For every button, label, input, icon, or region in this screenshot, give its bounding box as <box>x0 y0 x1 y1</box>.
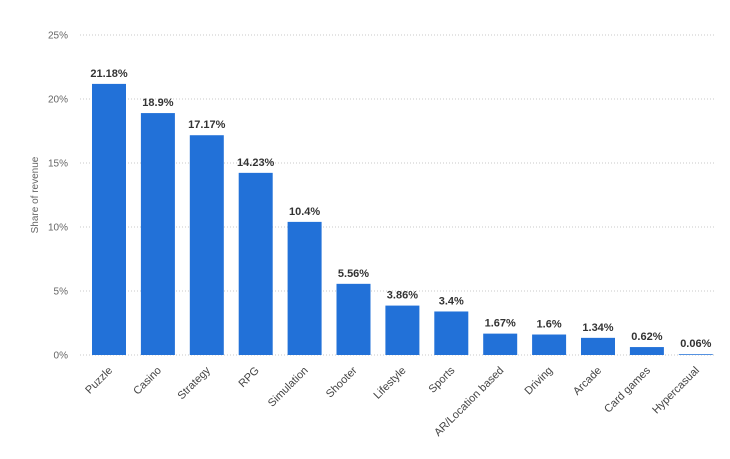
y-axis-tick-labels: 0% 5% 10% 15% 20% 25% <box>48 31 68 362</box>
bar-ar-location-based[interactable] <box>483 333 518 355</box>
bar-puzzle[interactable] <box>92 83 126 356</box>
data-label: 1.34% <box>582 322 613 334</box>
x-tick-label: Strategy <box>175 364 213 402</box>
x-tick-label: Arcade <box>571 365 604 398</box>
x-tick-label: Shooter <box>324 364 360 400</box>
data-label: 3.4% <box>439 295 464 307</box>
x-tick-label: Simulation <box>266 365 311 410</box>
gridlines <box>80 34 715 356</box>
x-tick-label: RPG <box>236 365 261 390</box>
bar-driving[interactable] <box>532 334 567 355</box>
data-label: 17.17% <box>188 119 226 131</box>
x-tick-label: Hypercasual <box>650 365 702 417</box>
bars <box>92 83 713 356</box>
y-tick-label: 20% <box>48 95 68 106</box>
y-tick-label: 0% <box>54 351 69 362</box>
y-tick-label: 10% <box>48 223 68 234</box>
data-label: 14.23% <box>237 157 275 169</box>
y-tick-label: 15% <box>48 159 68 170</box>
data-label: 21.18% <box>90 68 128 80</box>
bar-arcade[interactable] <box>581 337 615 355</box>
data-label: 1.6% <box>537 319 562 331</box>
bar-casino[interactable] <box>140 113 175 355</box>
x-tick-label: Sports <box>426 364 457 395</box>
x-tick-label: Card games <box>602 364 653 415</box>
data-label: 0.62% <box>631 331 662 343</box>
x-tick-label: Puzzle <box>83 365 115 397</box>
bar-strategy[interactable] <box>189 135 224 355</box>
data-label: 3.86% <box>387 290 418 302</box>
data-label: 1.67% <box>485 318 516 330</box>
data-label: 5.56% <box>338 268 369 280</box>
x-axis-tick-labels: Puzzle Casino Strategy RPG Simulation Shooter… <box>83 364 702 439</box>
x-tick-label: Casino <box>131 365 164 398</box>
x-tick-label: Driving <box>523 365 556 398</box>
y-tick-label: 25% <box>48 31 68 42</box>
bar-hypercasual[interactable] <box>678 354 713 355</box>
data-labels: 21.18% 18.9% 17.17% 14.23% 10.4% 5.56% 3.86% 3.… <box>90 68 711 350</box>
y-axis-label: Share of revenue <box>30 156 41 233</box>
bar-rpg[interactable] <box>238 172 273 355</box>
x-tick-label: Lifestyle <box>371 365 408 402</box>
bar-card-games[interactable] <box>629 347 664 355</box>
bar-shooter[interactable] <box>336 283 371 355</box>
data-label: 10.4% <box>289 206 320 218</box>
bar-lifestyle[interactable] <box>385 305 420 355</box>
bar-simulation[interactable] <box>287 221 322 355</box>
data-label: 18.9% <box>142 97 173 109</box>
bar-sports[interactable] <box>434 311 469 355</box>
data-label: 0.06% <box>680 338 711 350</box>
y-tick-label: 5% <box>54 287 69 298</box>
